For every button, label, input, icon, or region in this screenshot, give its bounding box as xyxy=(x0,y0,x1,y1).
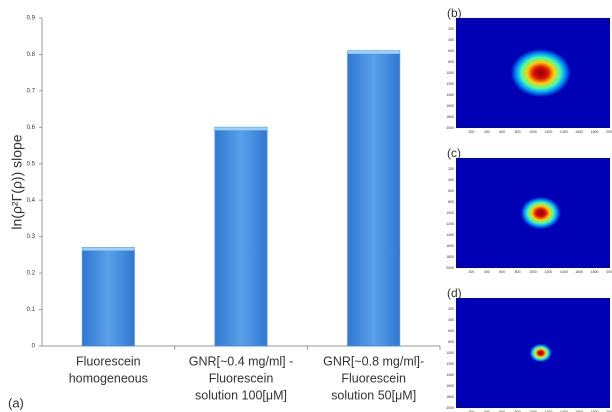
image-y-tick-label: 800 xyxy=(448,60,454,64)
y-tick-label: 0.8 xyxy=(27,52,36,58)
image-y-tick-label: 800 xyxy=(448,200,454,204)
image-x-tick-label: 1600 xyxy=(575,270,583,274)
x-tick-label: solution 100[μM] xyxy=(195,388,287,402)
bar-cap xyxy=(348,51,400,54)
image-y-tick-label: 600 xyxy=(448,189,454,193)
x-tick-label: Fluorescein xyxy=(209,371,274,385)
x-tick-label: homogeneous xyxy=(69,371,148,385)
image-x-tick-label: 1200 xyxy=(545,130,553,134)
image-y-tick-label: 1000 xyxy=(446,71,454,75)
heatmap-spot xyxy=(521,197,561,229)
image-y-tick-label: 1200 xyxy=(446,362,454,366)
image-x-tick-label: 600 xyxy=(499,270,505,274)
image-x-tick-label: 800 xyxy=(515,130,521,134)
image-x-tick-label: 200 xyxy=(468,270,474,274)
image-x-tick-label: 1800 xyxy=(591,130,599,134)
image-y-tick-label: 400 xyxy=(448,318,454,322)
x-tick-label: Fluorescein xyxy=(76,354,141,368)
bar-cap xyxy=(82,248,134,251)
image-x-tick-label: 1200 xyxy=(545,270,553,274)
image-x-tick-label: 200 xyxy=(468,130,474,134)
image-x-tick-label: 1000 xyxy=(529,270,537,274)
image-y-tick-label: 1400 xyxy=(446,93,454,97)
image-y-tick-label: 1600 xyxy=(446,244,454,248)
y-tick-label: 0.4 xyxy=(27,198,36,204)
image-x-tick-label: 1600 xyxy=(575,130,583,134)
bar-cap xyxy=(215,127,267,130)
image-x-tick-label: 1400 xyxy=(560,130,568,134)
y-tick-label: 0.6 xyxy=(27,125,36,131)
figure: (a) ln(ρ²Γ(ρ)) slope 0 0.1 0.2 0.3 0.4 0.5 0.6… xyxy=(0,0,612,412)
image-x-tick-label: 800 xyxy=(515,270,521,274)
image-x-tick-label: 1400 xyxy=(560,270,568,274)
image-y-tick-label: 1000 xyxy=(446,211,454,215)
x-tick-label: Fluorescein xyxy=(341,371,406,385)
x-tick-label: GNR[~0.8 mg/ml]- xyxy=(323,354,424,368)
image-x-tick-label: 2000 xyxy=(606,130,612,134)
image-y-tick-label: 200 xyxy=(448,307,454,311)
image-y-tick-label: 2000 xyxy=(446,266,454,270)
image-x-tick-label: 400 xyxy=(484,270,490,274)
image-y-tick-label: 600 xyxy=(448,329,454,333)
panel-label: (a) xyxy=(8,395,24,410)
y-tick-label: 0.7 xyxy=(27,88,36,94)
image-y-tick-label: 400 xyxy=(448,178,454,182)
y-axis-label: ln(ρ²Γ(ρ)) slope xyxy=(9,134,25,229)
image-y-tick-label: 2000 xyxy=(446,126,454,130)
y-tick-label: 0.1 xyxy=(27,307,36,313)
image-y-tick-label: 200 xyxy=(448,27,454,31)
y-tick-label: 0.5 xyxy=(27,161,36,167)
image-y-tick-label: 1600 xyxy=(446,384,454,388)
image-y-tick-label: 1600 xyxy=(446,104,454,108)
x-tick-label: solution 50[μM] xyxy=(331,388,416,402)
image-y-tick-label: 200 xyxy=(448,167,454,171)
image-y-tick-label: 1200 xyxy=(446,82,454,86)
image-y-tick-label: 1400 xyxy=(446,373,454,377)
image-x-tick-label: 600 xyxy=(499,130,505,134)
image-x-tick-label: 1000 xyxy=(529,130,537,134)
image-y-tick-label: 600 xyxy=(448,49,454,53)
image-y-tick-label: 1800 xyxy=(446,395,454,399)
image-y-tick-label: 400 xyxy=(448,38,454,42)
x-tick-label: GNR[~0.4 mg/ml] - xyxy=(189,354,294,368)
y-tick-label: 0.9 xyxy=(27,16,36,22)
image-y-tick-label: 1200 xyxy=(446,222,454,226)
heatmap-spot xyxy=(511,49,571,97)
image-x-tick-label: 400 xyxy=(484,130,490,134)
y-tick-label: 0 xyxy=(32,344,36,350)
image-x-tick-label: 1800 xyxy=(591,270,599,274)
image-y-tick-label: 1800 xyxy=(446,255,454,259)
bar xyxy=(82,248,134,346)
y-tick-label: 0.2 xyxy=(27,271,36,277)
bar xyxy=(215,127,267,346)
image-x-tick-label: 2000 xyxy=(606,270,612,274)
image-y-tick-label: 1800 xyxy=(446,115,454,119)
y-tick-label: 0.3 xyxy=(27,234,36,240)
image-y-tick-label: 1400 xyxy=(446,233,454,237)
bar xyxy=(348,51,400,346)
image-y-tick-label: 800 xyxy=(448,340,454,344)
image-y-tick-label: 2000 xyxy=(446,406,454,410)
heatmap-spot xyxy=(530,344,552,362)
image-y-tick-label: 1000 xyxy=(446,351,454,355)
